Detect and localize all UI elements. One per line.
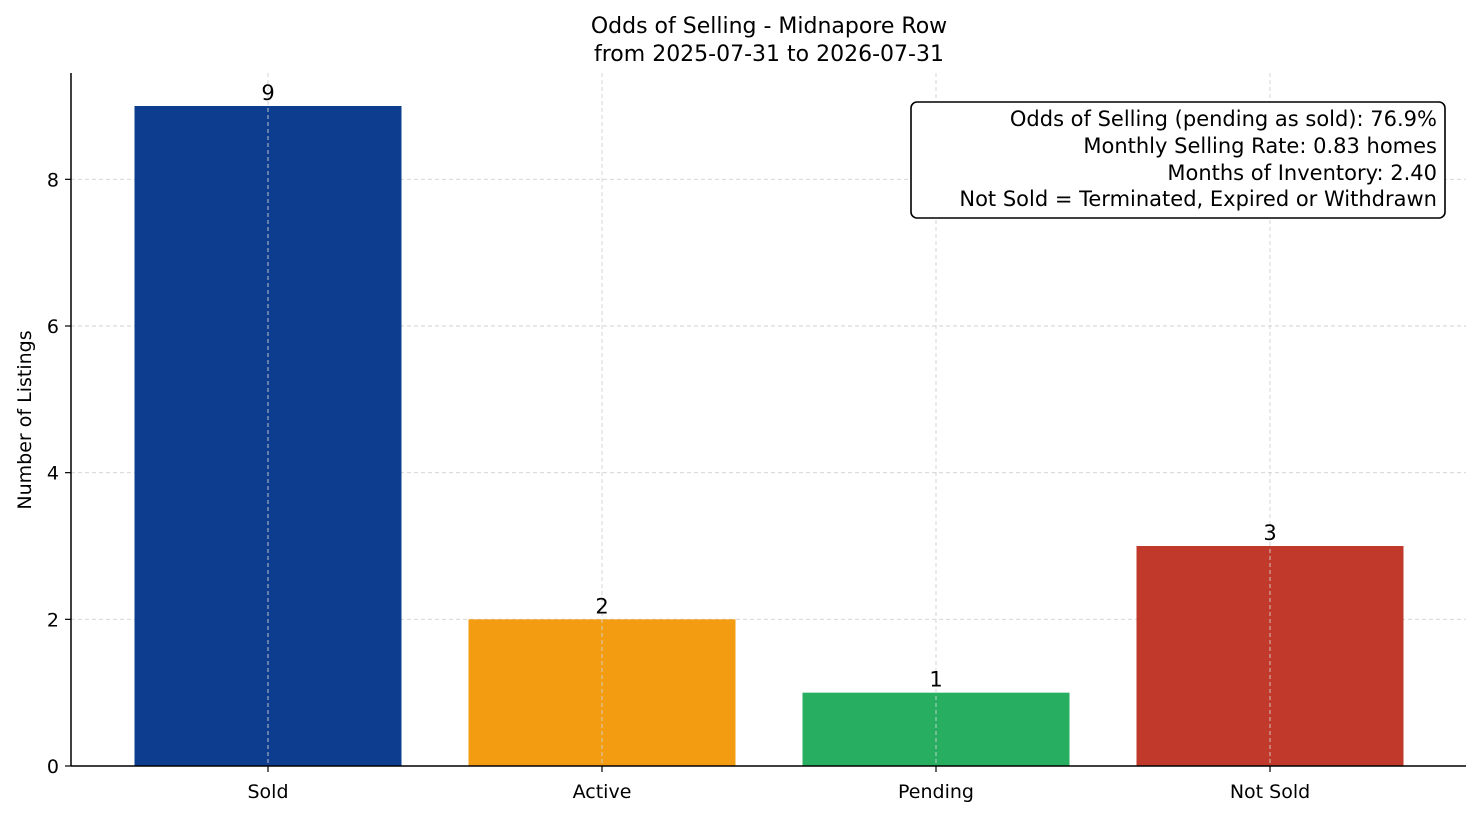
y-tick-label: 0 xyxy=(47,756,59,778)
x-tick-label: Pending xyxy=(898,781,974,803)
x-tick-label: Not Sold xyxy=(1230,781,1310,803)
info-line-selling-rate: Monthly Selling Rate: 0.83 homes xyxy=(1083,134,1437,158)
x-tick-label: Sold xyxy=(247,781,288,803)
info-line-not-sold-note: Not Sold = Terminated, Expired or Withdr… xyxy=(959,187,1437,211)
y-axis-label: Number of Listings xyxy=(14,330,36,509)
chart-subtitle: from 2025-07-31 to 2026-07-31 xyxy=(594,42,944,67)
info-line-inventory: Months of Inventory: 2.40 xyxy=(1167,161,1437,185)
x-tick-label: Active xyxy=(573,781,632,803)
bar-sold xyxy=(134,106,402,766)
axes-layer xyxy=(70,73,1466,767)
info-line-odds: Odds of Selling (pending as sold): 76.9% xyxy=(1010,107,1437,131)
bar-value-label: 9 xyxy=(261,81,274,105)
bar-value-label: 2 xyxy=(595,594,608,618)
info-box: Odds of Selling (pending as sold): 76.9%… xyxy=(910,101,1446,219)
ticks-layer: 0 2 4 6 8 Sold Active Pending Not Sold xyxy=(47,169,1310,803)
info-box-frame xyxy=(910,101,1446,219)
bar-value-labels: 9 2 1 3 xyxy=(261,81,1276,692)
y-tick-label: 2 xyxy=(47,609,59,631)
y-tick-label: 6 xyxy=(47,316,59,338)
y-tick-label: 8 xyxy=(47,169,59,191)
bar-value-label: 1 xyxy=(929,668,942,692)
chart-title: Odds of Selling - Midnapore Row xyxy=(591,14,947,39)
bar-value-label: 3 xyxy=(1263,521,1276,545)
y-tick-label: 4 xyxy=(47,463,59,485)
